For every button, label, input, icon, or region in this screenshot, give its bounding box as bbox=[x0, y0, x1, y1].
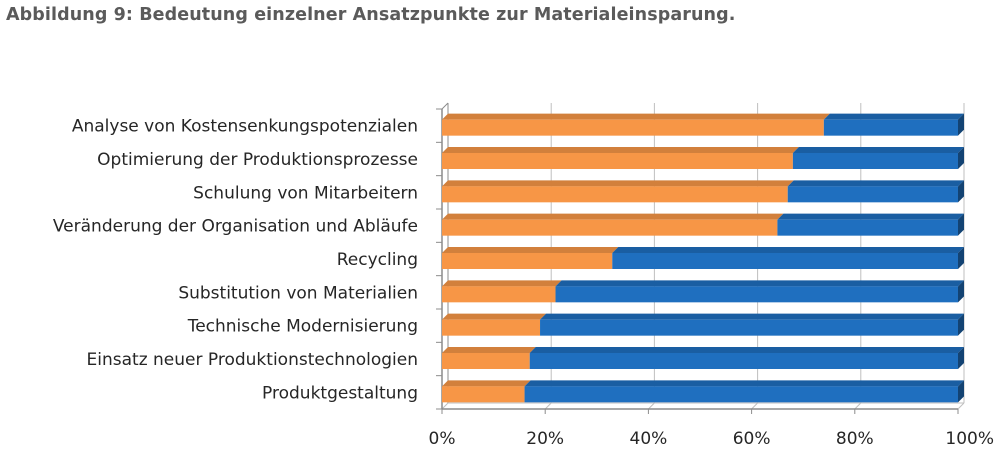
bar-end-face bbox=[958, 213, 964, 236]
bar-end-face bbox=[958, 313, 964, 336]
x-tick-label: 60% bbox=[733, 429, 771, 449]
bar-series-2-top bbox=[787, 180, 964, 187]
bar-series-2 bbox=[792, 153, 958, 169]
bar-series-1 bbox=[442, 286, 556, 303]
gridline-floor bbox=[648, 402, 655, 410]
bar-series-1-top bbox=[442, 213, 784, 220]
bar-series-1-top bbox=[442, 280, 562, 287]
bar-series-2-top bbox=[823, 113, 964, 120]
category-label: Einsatz neuer Produktionstechnologien bbox=[87, 350, 418, 370]
figure-caption: Abbildung 9: Bedeutung einzelner Ansatzp… bbox=[6, 5, 736, 25]
bar-series-2-top bbox=[612, 247, 964, 253]
gridline-floor bbox=[751, 402, 758, 410]
bar-series-1 bbox=[442, 253, 613, 269]
category-label: Veränderung der Organisation und Abläufe bbox=[53, 217, 418, 237]
gridline-floor bbox=[957, 402, 965, 410]
bar-series-2-top bbox=[555, 280, 964, 287]
category-label: Analyse von Kostensenkungspotenzialen bbox=[72, 117, 418, 137]
x-tick-label: 0% bbox=[429, 429, 456, 449]
category-label: Schulung von Mitarbeitern bbox=[193, 183, 418, 203]
bar-end-face bbox=[958, 180, 964, 203]
category-label: Produktgestaltung bbox=[262, 383, 418, 403]
x-tick-label: 20% bbox=[526, 429, 564, 449]
bar-series-1-top bbox=[442, 247, 619, 253]
bar-end-face bbox=[958, 147, 964, 169]
bar-series-1 bbox=[442, 353, 530, 369]
bar-series-1 bbox=[442, 119, 824, 136]
bar-series-2-top bbox=[529, 347, 964, 353]
bar-series-1 bbox=[442, 319, 541, 336]
bar-end-face bbox=[958, 380, 964, 403]
bar-end-face bbox=[958, 113, 964, 136]
category-labels: Analyse von Kostensenkungspotenzialen Opt… bbox=[53, 117, 418, 404]
bar-series-2 bbox=[823, 119, 958, 136]
gridline-floor bbox=[854, 402, 862, 410]
y-axis-top-edge bbox=[441, 102, 449, 110]
bar-series-1 bbox=[442, 186, 788, 203]
bar-series-1-top bbox=[442, 180, 794, 187]
bar-series-2-top bbox=[540, 313, 964, 320]
bar-series-1-top bbox=[442, 347, 536, 353]
bar-series-1 bbox=[442, 153, 793, 169]
bar-series-2 bbox=[612, 253, 958, 269]
bar-series-2 bbox=[529, 353, 958, 369]
bar-series-1 bbox=[442, 219, 778, 236]
bar-series-1-top bbox=[442, 313, 547, 320]
bar-series-2 bbox=[787, 186, 958, 203]
bar-series-1 bbox=[442, 386, 525, 403]
bar-series-2-top bbox=[792, 147, 964, 153]
gridline-floor bbox=[441, 402, 449, 410]
bar-series-1-top bbox=[442, 113, 830, 120]
category-label: Recycling bbox=[337, 250, 418, 270]
gridline-floor bbox=[544, 402, 552, 410]
bars bbox=[442, 113, 964, 403]
x-tick-label: 40% bbox=[630, 429, 668, 449]
bar-series-1-top bbox=[442, 380, 531, 387]
bar-series-2 bbox=[540, 319, 958, 336]
bar-end-face bbox=[958, 247, 964, 269]
category-label: Optimierung der Produktionsprozesse bbox=[97, 150, 418, 170]
bar-series-2 bbox=[524, 386, 958, 403]
bar-series-2 bbox=[555, 286, 958, 303]
category-label: Technische Modernisierung bbox=[187, 317, 418, 337]
bar-end-face bbox=[958, 280, 964, 303]
category-label: Substitution von Materialien bbox=[178, 283, 418, 303]
x-tick-label: 80% bbox=[836, 429, 874, 449]
bar-end-face bbox=[958, 347, 964, 369]
x-tick-labels: 0% 20% 40% 60% 80% 100% bbox=[429, 429, 994, 449]
bar-series-1-top bbox=[442, 147, 799, 153]
bar-series-2-top bbox=[524, 380, 964, 387]
bar-series-2-top bbox=[777, 213, 964, 220]
bar-series-2 bbox=[777, 219, 958, 236]
x-tick-label: 100% bbox=[945, 429, 994, 449]
